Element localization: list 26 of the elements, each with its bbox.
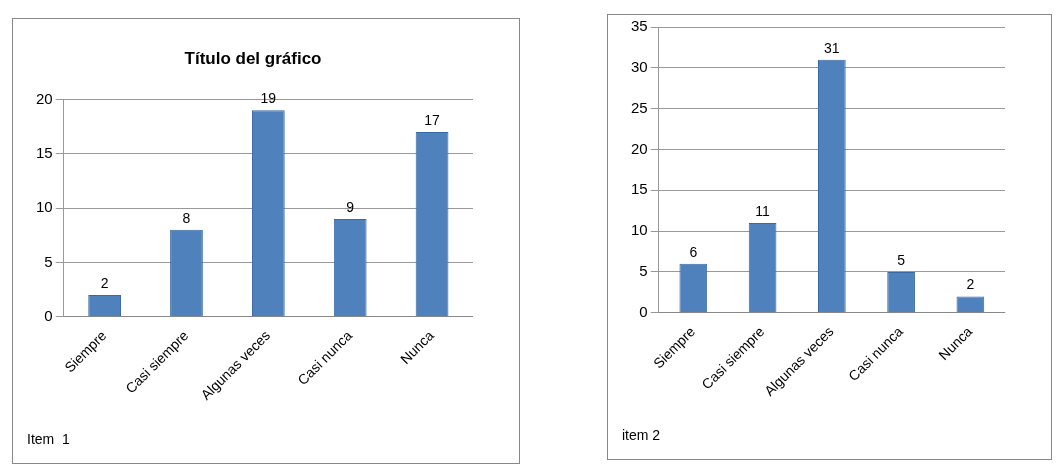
data-label: 31	[824, 39, 840, 56]
data-label: 2	[100, 274, 109, 291]
y-tick-label: 15	[36, 143, 53, 161]
data-label: 5	[897, 251, 906, 268]
data-label: 19	[260, 90, 277, 107]
y-tick-label: 0	[44, 306, 53, 324]
data-label: 8	[182, 209, 191, 226]
y-tick-label: 10	[36, 198, 53, 216]
text: Item 1	[27, 430, 71, 447]
data-label: 6	[689, 243, 698, 260]
data-label: 2	[966, 276, 975, 293]
data-label: 17	[424, 111, 441, 128]
data-label: 9	[346, 198, 355, 215]
y-tick-label: 35	[631, 17, 648, 35]
y-tick-label: 20	[36, 89, 53, 107]
y-tick-label: 5	[44, 252, 53, 270]
y-tick-label: 25	[631, 98, 648, 116]
data-label: 11	[755, 202, 771, 219]
y-tick-label: 30	[631, 57, 648, 75]
y-tick-label: 0	[639, 302, 648, 320]
y-tick-label: 10	[631, 221, 648, 239]
text: item 2	[622, 426, 661, 443]
y-tick-label: 15	[631, 180, 648, 198]
chart-title: Título del gráfico	[184, 48, 322, 68]
y-tick-label: 5	[639, 262, 648, 280]
y-tick-label: 20	[631, 139, 648, 157]
